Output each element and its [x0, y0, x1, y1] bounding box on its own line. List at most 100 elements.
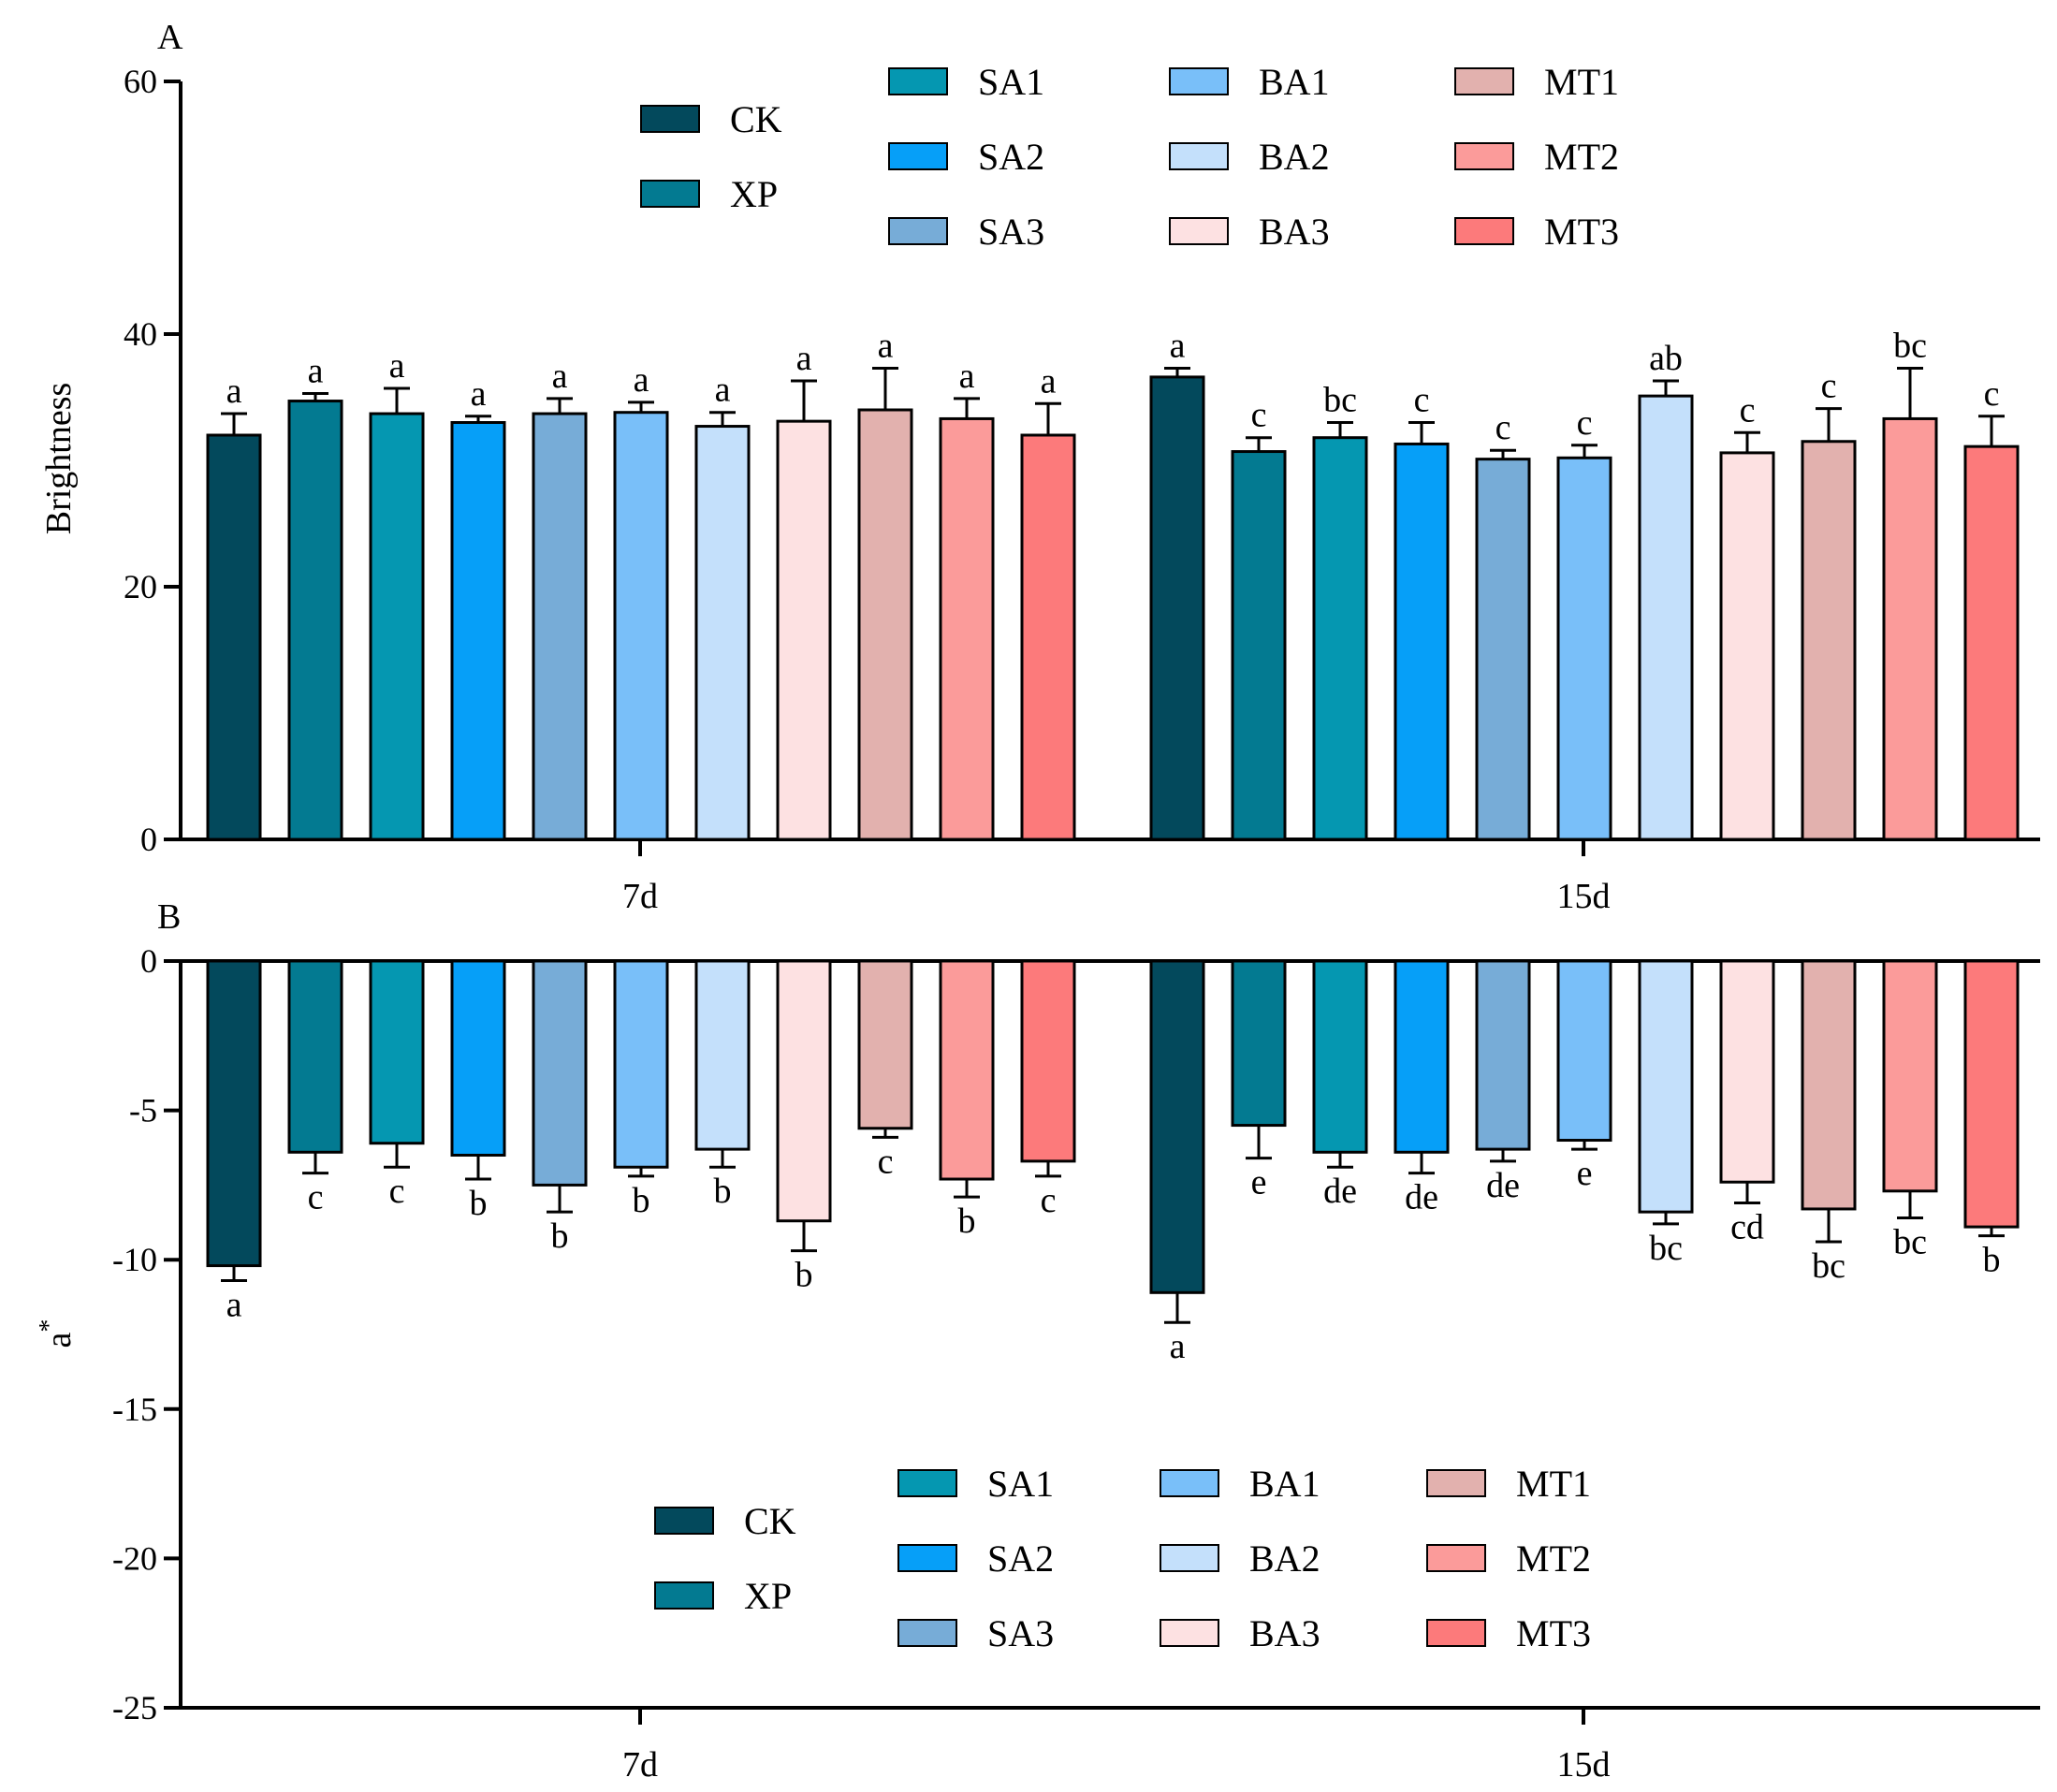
legend-label-CK: CK: [730, 98, 782, 140]
bar-MT2-7d: [939, 416, 995, 841]
bar-MT1-15d: [1801, 959, 1857, 1211]
bar-XP-7d: [287, 959, 343, 1154]
bar-MT1-7d: [857, 408, 913, 841]
bar-BA1-15d: [1556, 959, 1612, 1143]
bar-CK-15d: [1149, 375, 1205, 841]
bar-XP-15d: [1231, 450, 1287, 841]
bar-BA1-7d: [613, 959, 669, 1169]
significance-label: de: [1486, 1166, 1520, 1205]
bar-MT3-7d: [1020, 959, 1076, 1163]
legend-label-MT1: MT1: [1516, 1463, 1591, 1505]
legend-swatch-BA1: [1160, 1469, 1219, 1497]
significance-label: a: [878, 326, 894, 365]
legend-swatch-SA2: [888, 142, 948, 170]
bar-MT1-7d: [857, 959, 913, 1130]
significance-label: c: [1984, 374, 2000, 414]
legend-swatch-SA2: [897, 1544, 957, 1572]
legend-swatch-CK: [640, 105, 700, 133]
significance-label: bc: [1893, 326, 1927, 365]
significance-label: bc: [1649, 1229, 1683, 1268]
legend-label-SA1: SA1: [987, 1463, 1054, 1505]
bar-BA2-7d: [694, 959, 751, 1151]
panel-letter: B: [157, 897, 181, 937]
y-tick-label: 20: [124, 568, 157, 605]
legend-swatch-MT3: [1426, 1619, 1486, 1647]
significance-label: c: [878, 1142, 894, 1181]
y-tick-label: -15: [112, 1391, 157, 1428]
legend-label-SA2: SA2: [978, 136, 1044, 178]
panel-A: A Brightness 0 20 40 60 7d 15d a a a a a a a a a a a a c bc c c…: [39, 18, 2040, 916]
significance-label: c: [389, 1172, 405, 1211]
bar-CK-7d: [206, 433, 262, 841]
bar-BA3-15d: [1719, 451, 1775, 841]
bar-BA2-15d: [1638, 959, 1694, 1214]
legend-swatch-MT1: [1426, 1469, 1486, 1497]
bar-SA3-15d: [1475, 458, 1531, 841]
significance-label: a: [226, 1286, 242, 1325]
bar-SA1-7d: [369, 959, 425, 1145]
significance-label: b: [714, 1172, 732, 1211]
significance-label: c: [1041, 1181, 1057, 1220]
significance-label: a: [1170, 1327, 1186, 1366]
bar-MT3-7d: [1020, 433, 1076, 841]
significance-label: c: [1821, 367, 1837, 406]
legend-label-MT3: MT3: [1544, 211, 1619, 253]
bar-MT3-15d: [1963, 959, 2020, 1229]
significance-label: c: [1414, 381, 1430, 420]
legend-swatch-SA3: [897, 1619, 957, 1647]
bar-SA3-7d: [532, 412, 588, 841]
bar-MT2-15d: [1882, 959, 1938, 1193]
significance-label: c: [1495, 408, 1511, 447]
y-tick-label: 0: [140, 942, 157, 980]
legend: CK XP SA1 SA2 SA3 BA1 BA2 BA3 MT1 MT2 MT3: [654, 1463, 1591, 1654]
legend-swatch-BA2: [1169, 142, 1229, 170]
legend-label-SA1: SA1: [978, 61, 1044, 103]
significance-label: bc: [1812, 1246, 1845, 1286]
bar-SA3-7d: [532, 959, 588, 1187]
significance-label: a: [308, 351, 324, 390]
legend: CK XP SA1 SA2 SA3 BA1 BA2 BA3 MT1 MT2 MT3: [640, 61, 1619, 253]
bar-SA3-15d: [1475, 959, 1531, 1151]
bar-BA3-7d: [776, 419, 832, 841]
significance-label: b: [551, 1217, 569, 1256]
legend-label-MT2: MT2: [1516, 1537, 1591, 1580]
bar-SA1-15d: [1312, 959, 1368, 1154]
bar-CK-7d: [206, 959, 262, 1268]
significance-label: a: [552, 357, 568, 396]
significance-label: de: [1323, 1172, 1357, 1211]
legend-swatch-XP: [640, 180, 700, 208]
significance-label: de: [1405, 1178, 1438, 1217]
y-tick-label: -5: [129, 1092, 157, 1129]
y-axis-title: a*: [35, 1319, 79, 1348]
bar-XP-7d: [287, 400, 343, 841]
bar-MT2-15d: [1882, 416, 1938, 841]
bar-BA3-15d: [1719, 959, 1775, 1184]
legend-label-BA3: BA3: [1249, 1612, 1320, 1654]
legend-swatch-BA1: [1169, 67, 1229, 95]
significance-label: a: [1041, 361, 1057, 401]
legend-label-MT3: MT3: [1516, 1612, 1591, 1654]
bar-BA2-7d: [694, 425, 751, 841]
bar-MT2-7d: [939, 959, 995, 1181]
significance-label: cd: [1730, 1208, 1764, 1247]
legend-swatch-SA3: [888, 217, 948, 245]
legend-label-MT2: MT2: [1544, 136, 1619, 178]
x-tick-label: 15d: [1557, 1745, 1611, 1785]
x-tick-label: 15d: [1557, 877, 1611, 916]
significance-label: c: [1251, 396, 1267, 435]
legend-label-MT1: MT1: [1544, 61, 1619, 103]
y-tick-label: 0: [140, 821, 157, 858]
bar-XP-15d: [1231, 959, 1287, 1128]
legend-label-CK: CK: [744, 1500, 796, 1542]
significance-label: e: [1251, 1163, 1267, 1202]
significance-label: a: [389, 346, 405, 386]
significance-label: a: [226, 372, 242, 411]
significance-label: a: [959, 357, 975, 396]
significance-label: e: [1577, 1154, 1593, 1193]
legend-swatch-MT2: [1454, 142, 1514, 170]
legend-swatch-XP: [654, 1581, 714, 1610]
legend-label-BA2: BA2: [1259, 136, 1330, 178]
x-tick-label: 7d: [622, 1745, 658, 1785]
